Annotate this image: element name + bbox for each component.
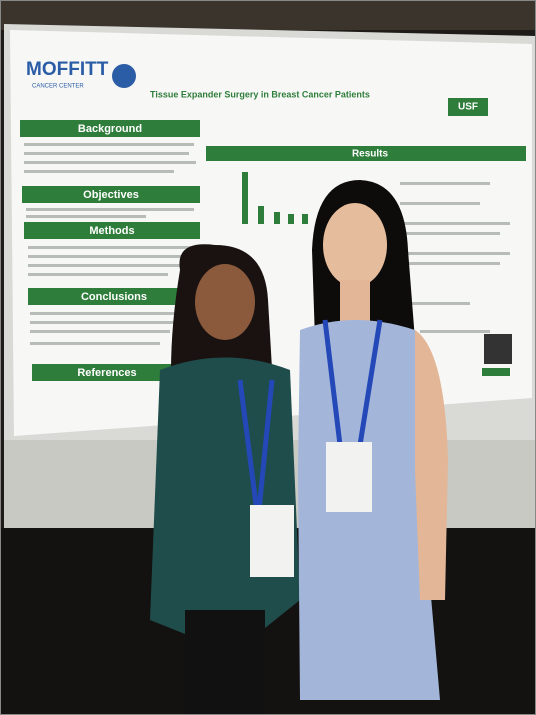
footer-tag: [482, 368, 510, 376]
qr-code: [484, 334, 512, 364]
ceiling: [0, 0, 536, 30]
section-header: [28, 288, 200, 305]
logo-mark: [112, 64, 136, 88]
section-title: Background: [78, 123, 142, 135]
badge: [326, 442, 372, 512]
poster-graphic: [242, 172, 308, 224]
logo: MOFFITT: [26, 59, 109, 80]
lanyard: [322, 319, 383, 446]
partner-logo: [448, 98, 488, 116]
logo-sub: CANCER CENTER: [32, 84, 84, 90]
badge: [250, 505, 294, 577]
section-header: [206, 146, 526, 161]
section-header: [24, 222, 200, 239]
dress: [150, 357, 300, 640]
section-title: Objectives: [83, 189, 139, 201]
poster-title: Tissue Expander Surgery in Breast Cancer…: [150, 89, 370, 99]
section-header: [20, 120, 200, 137]
text-lines: [24, 143, 510, 345]
neck: [340, 280, 370, 325]
face: [323, 203, 387, 287]
arm: [415, 330, 448, 600]
face: [195, 264, 255, 340]
section-title: Methods: [89, 225, 134, 237]
section-title: Results: [352, 149, 389, 160]
section-title: Conclusions: [81, 291, 147, 303]
partner: USF: [458, 102, 478, 113]
pants: [185, 610, 265, 715]
section-title: References: [77, 367, 136, 379]
section-header: [32, 364, 182, 381]
section-header: [22, 186, 200, 203]
